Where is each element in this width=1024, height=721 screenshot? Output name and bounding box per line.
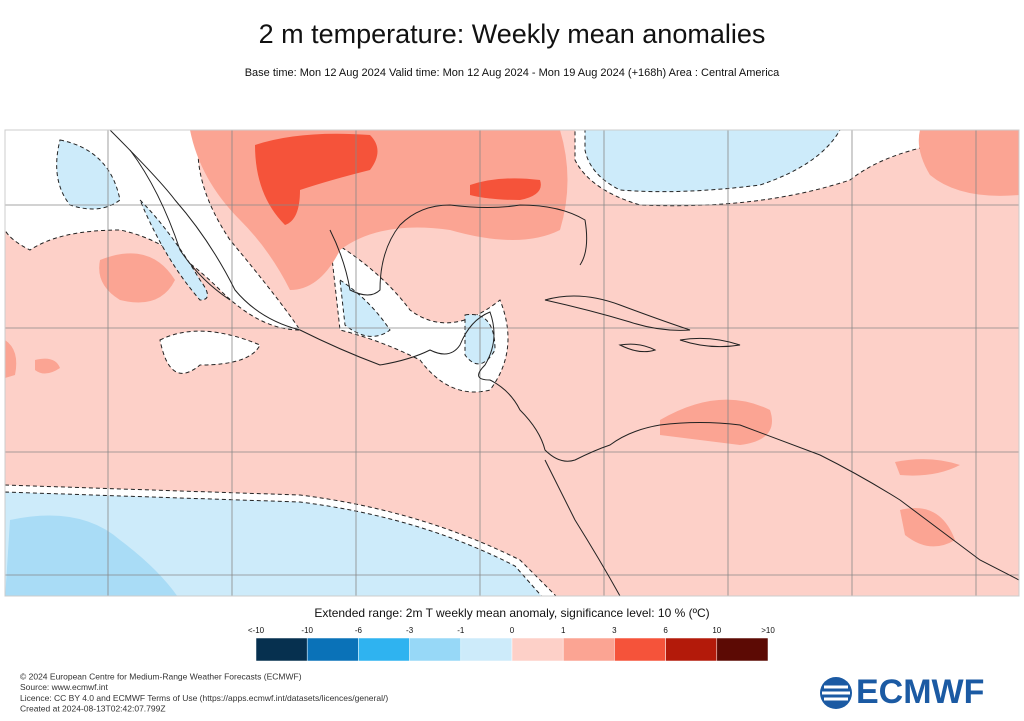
footer-line: Licence: CC BY 4.0 and ECMWF Terms of Us… [20, 693, 388, 703]
legend-swatch [358, 637, 410, 662]
logo: ECMWF [820, 673, 984, 711]
legend-swatch [614, 637, 666, 662]
legend-swatch [716, 637, 769, 662]
legend-label: <-10 [248, 626, 265, 635]
legend-label: -10 [301, 626, 313, 635]
legend-label: -6 [355, 626, 363, 635]
footer-line: Created at 2024-08-13T02:42:07.799Z [20, 704, 166, 714]
legend-label: -3 [406, 626, 414, 635]
map [4, 129, 1020, 597]
legend-label: >10 [761, 626, 775, 635]
footer-line: Source: www.ecmwf.int [20, 682, 108, 692]
legend-swatch [255, 637, 308, 662]
legend-swatch [460, 637, 513, 662]
legend-label: 1 [561, 626, 566, 635]
legend-label: 0 [510, 626, 515, 635]
subtitle: Base time: Mon 12 Aug 2024 Valid time: M… [245, 67, 780, 79]
legend-label: 10 [712, 626, 721, 635]
legend-label: 3 [612, 626, 617, 635]
footer: © 2024 European Centre for Medium-Range … [20, 671, 388, 713]
legend-swatch [409, 637, 462, 662]
legend-swatch [665, 637, 718, 662]
legend-label: 6 [663, 626, 668, 635]
legend-swatch [511, 637, 564, 662]
legend-label: -1 [457, 626, 465, 635]
footer-line: © 2024 European Centre for Medium-Range … [20, 671, 302, 681]
legend-swatch [306, 637, 359, 662]
legend: <-10 -10 -6 -3 -1 0 1 3 6 10 >10 [248, 626, 775, 662]
logo-text: ECMWF [856, 673, 984, 711]
legend-title: Extended range: 2m T weekly mean anomaly… [314, 606, 709, 620]
title: 2 m temperature: Weekly mean anomalies [259, 19, 766, 49]
legend-swatch [562, 637, 615, 662]
logo-icon-lines [822, 685, 850, 701]
